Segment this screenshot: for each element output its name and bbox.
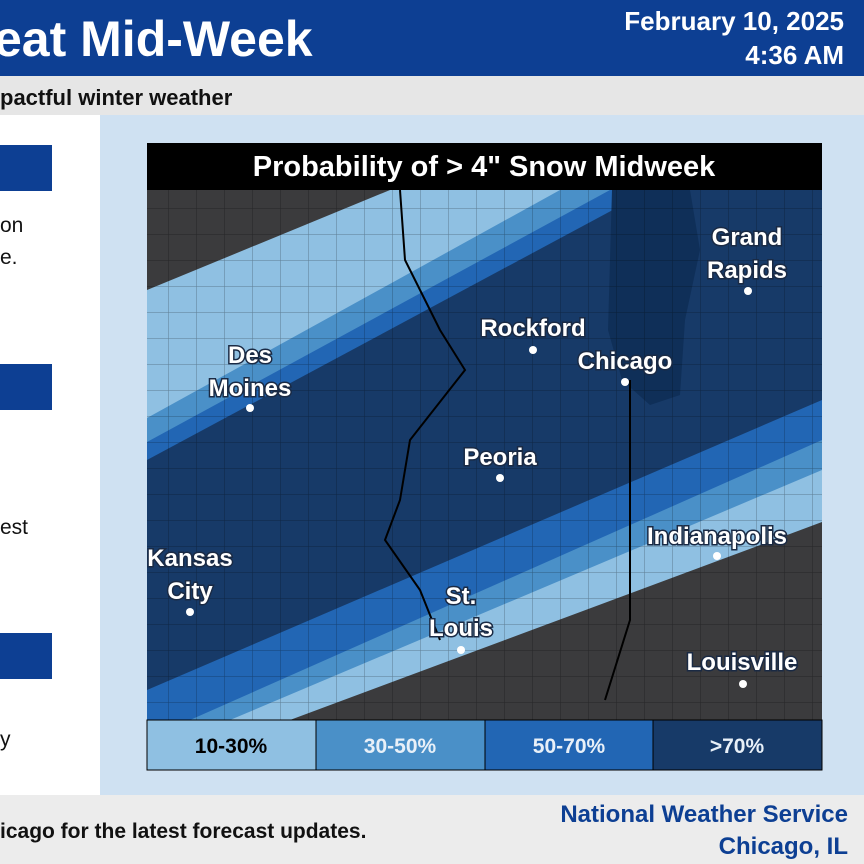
city-label: Indianapolis [647, 523, 787, 550]
legend-swatch [146, 719, 317, 771]
city-label: Louisville [687, 649, 798, 676]
city-label: Peoria [463, 444, 537, 471]
footer-agency: National Weather Service [560, 801, 848, 828]
side-text: e. [0, 246, 18, 269]
city-label: Chicago [578, 348, 673, 375]
subtitle-bar [0, 76, 864, 115]
header-bar [0, 0, 864, 76]
city-dot [457, 646, 465, 654]
map-title: Probability of > 4" Snow Midweek [253, 151, 716, 183]
legend-swatch [652, 719, 823, 771]
side-text: est [0, 516, 28, 539]
legend-swatch [484, 719, 654, 771]
legend-label: 10-30% [195, 735, 268, 758]
map-title-bar [147, 143, 822, 190]
city-dot [529, 346, 537, 354]
legend-swatch [315, 719, 486, 771]
side-heading-box [0, 633, 52, 679]
side-text: on [0, 214, 23, 237]
legend-label: >70% [710, 735, 765, 758]
city-dot [744, 287, 752, 295]
city-dot [246, 404, 254, 412]
side-heading-box [0, 364, 52, 410]
city-dot [186, 608, 194, 616]
header-time: 4:36 AM [745, 40, 844, 70]
county-lines [147, 190, 822, 720]
side-heading-box [0, 145, 52, 191]
footer-text: icago for the latest forecast updates. [0, 820, 366, 843]
city-label: Kansas [147, 545, 232, 572]
city-label: Rapids [707, 257, 787, 284]
city-dot [496, 474, 504, 482]
city-dot [713, 552, 721, 560]
state-line [383, 190, 467, 641]
footer-office: Chicago, IL [719, 833, 848, 860]
city-dot [739, 680, 747, 688]
city-label: Louis [429, 615, 493, 642]
subtitle: pactful winter weather [0, 85, 233, 110]
footer [0, 795, 864, 864]
city-label: St. [446, 583, 477, 610]
header-date: February 10, 2025 [624, 6, 844, 36]
city-label: Moines [209, 375, 292, 402]
side-panel [0, 115, 100, 795]
map [147, 190, 822, 720]
city-label: Des [228, 342, 272, 369]
state-line [604, 380, 631, 701]
city-dot [621, 378, 629, 386]
legend: 10-30% 30-50% 50-70% >70% [146, 719, 823, 771]
header-title: eat Mid-Week [0, 11, 313, 67]
city-label: Rockford [480, 315, 585, 342]
side-text: y [0, 728, 11, 751]
legend-label: 30-50% [364, 735, 437, 758]
city-label: City [167, 578, 213, 605]
city-label: Grand [712, 224, 783, 251]
legend-label: 50-70% [533, 735, 606, 758]
cities: Grand Rapids Rockford Chicago Des Moines… [146, 223, 799, 688]
